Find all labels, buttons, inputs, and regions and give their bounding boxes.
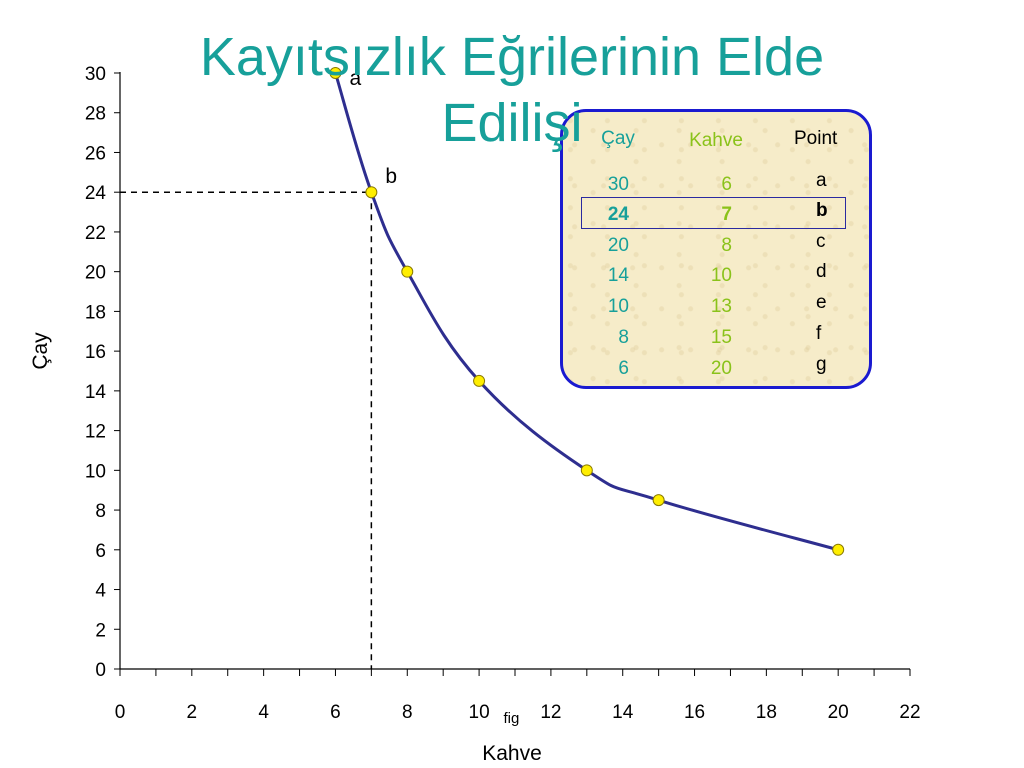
table-cell-cay: 10	[607, 296, 629, 317]
table-cell-cay: 8	[618, 327, 629, 348]
highlight-row-box	[581, 197, 846, 229]
y-tick-label: 2	[95, 620, 106, 641]
y-tick-label: 20	[85, 263, 106, 284]
table-cell-kahve: 6	[721, 174, 732, 195]
page-title: Kayıtsızlık Eğrilerinin Elde Edilişi	[0, 24, 1024, 156]
title-line-1: Kayıtsızlık Eğrilerinin Elde	[199, 27, 825, 87]
table-cell-kahve: 13	[710, 296, 732, 317]
table-cell-kahve: 8	[721, 235, 732, 256]
table-cell-cay: 14	[607, 265, 629, 286]
y-tick-label: 12	[85, 422, 106, 443]
x-tick-label: 8	[402, 702, 413, 723]
table-cell-kahve: 10	[710, 265, 732, 286]
y-tick-label: 24	[85, 183, 107, 204]
data-table-panel	[560, 109, 872, 389]
x-tick-label: 14	[612, 702, 634, 723]
y-tick-label: 14	[85, 382, 107, 403]
title-line-2: Edilişi	[441, 93, 583, 153]
y-tick-label: 8	[95, 501, 106, 522]
table-cell-kahve: 7	[721, 204, 732, 225]
table-header-point: Point	[794, 128, 838, 149]
table-cell-kahve: 20	[710, 358, 732, 379]
x-tick-label: 18	[756, 702, 777, 723]
y-tick-label: 6	[95, 541, 106, 562]
y-axis-title: Çay	[29, 332, 52, 370]
table-cell-point: c	[816, 231, 826, 252]
table-cell-kahve: 15	[710, 327, 732, 348]
y-tick-label: 22	[85, 223, 106, 244]
x-tick-label: 12	[540, 702, 561, 723]
x-tick-label: 4	[258, 702, 269, 723]
y-tick-label: 4	[95, 581, 106, 602]
x-tick-label: 22	[899, 702, 920, 723]
table-cell-point: g	[816, 354, 827, 375]
data-point	[652, 494, 665, 507]
y-tick-label: 10	[85, 461, 106, 482]
data-point	[365, 186, 378, 199]
data-point	[401, 265, 414, 278]
table-cell-cay: 24	[607, 204, 629, 225]
x-tick-label: 2	[187, 702, 198, 723]
x-tick-label: 10	[469, 702, 490, 723]
y-tick-label: 30	[85, 64, 106, 85]
fig-annotation: fig	[503, 710, 519, 727]
x-tick-label: 20	[828, 702, 849, 723]
x-axis-title: Kahve	[482, 742, 542, 765]
y-tick-label: 26	[85, 143, 106, 164]
table-cell-point: b	[816, 200, 828, 221]
data-point	[329, 67, 342, 79]
y-tick-label: 0	[95, 660, 106, 681]
data-point	[580, 464, 593, 477]
x-tick-label: 16	[684, 702, 705, 723]
y-tick-label: 28	[85, 104, 106, 125]
data-point	[473, 374, 486, 387]
x-tick-label: 6	[330, 702, 341, 723]
table-header-kahve: Kahve	[689, 130, 743, 151]
table-cell-cay: 30	[607, 174, 629, 195]
y-tick-label: 18	[85, 302, 106, 323]
data-point	[832, 543, 845, 556]
table-cell-cay: 20	[607, 235, 629, 256]
table-cell-point: f	[816, 323, 822, 344]
x-tick-label: 0	[115, 702, 126, 723]
table-cell-point: d	[816, 261, 827, 282]
point-label-b: b	[385, 165, 397, 188]
table-cell-point: e	[816, 292, 827, 313]
table-cell-point: a	[816, 170, 827, 191]
table-header-cay: Çay	[601, 128, 635, 149]
table-cell-cay: 6	[618, 358, 629, 379]
y-tick-label: 16	[85, 342, 106, 363]
point-label-a: a	[349, 67, 361, 90]
